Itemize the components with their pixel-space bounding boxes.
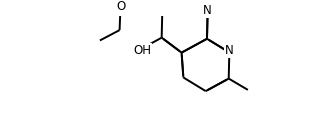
Text: N: N <box>203 4 212 17</box>
Text: OH: OH <box>133 44 151 57</box>
Text: N: N <box>225 44 234 57</box>
Text: O: O <box>117 0 126 13</box>
